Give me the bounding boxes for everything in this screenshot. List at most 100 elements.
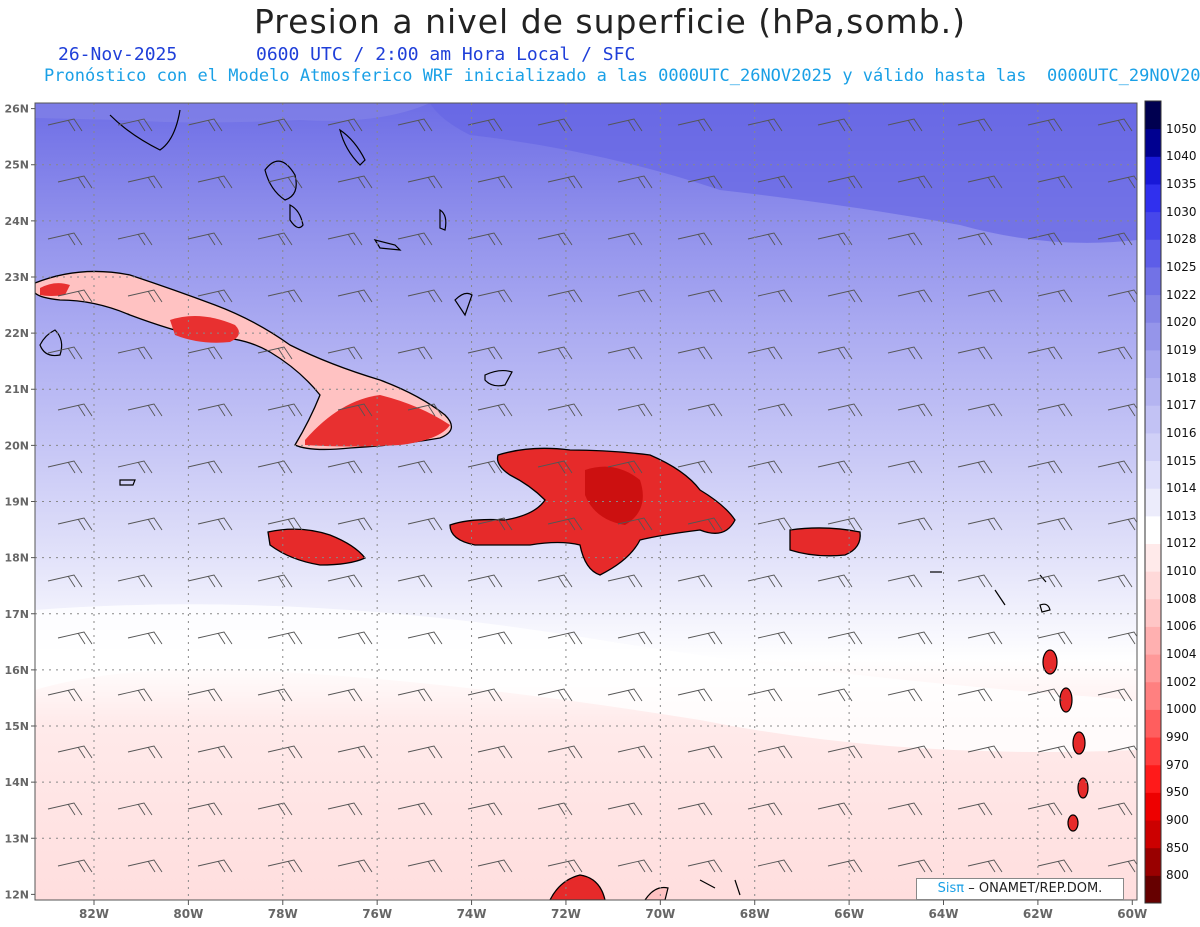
st-vincent-island — [1067, 814, 1079, 832]
colorbar-level-label: 1050 — [1166, 121, 1197, 136]
hispaniola-island — [449, 447, 736, 576]
colorbar-swatch — [1145, 460, 1161, 489]
lat-label: 20N — [4, 439, 29, 452]
colorbar-level-label: 1004 — [1166, 647, 1197, 662]
colorbar-level-label: 1013 — [1166, 508, 1197, 523]
lon-label: 74W — [457, 907, 487, 921]
colorbar-swatch — [1145, 294, 1161, 323]
credit-brand: Sisπ — [937, 881, 965, 896]
colorbar-swatch — [1145, 626, 1161, 655]
colorbar-level-label: 1006 — [1166, 619, 1197, 634]
high-pressure-area — [430, 103, 1137, 243]
colorbar-swatch — [1145, 764, 1161, 793]
lat-label: 25N — [4, 159, 29, 172]
colorbar-swatch — [1145, 847, 1161, 876]
bahamas-islands — [39, 109, 1051, 896]
colorbar-swatch — [1145, 101, 1161, 130]
colorbar-level-label: 1002 — [1166, 674, 1197, 689]
colorbar-swatch — [1145, 488, 1161, 517]
guadeloupe-island — [1042, 649, 1058, 675]
high-pressure-area-west — [35, 103, 430, 123]
colorbar-frame — [1144, 100, 1162, 904]
colorbar-level-label: 1018 — [1166, 370, 1197, 385]
colorbar-swatch — [1145, 183, 1161, 213]
colorbar-swatch — [1145, 239, 1161, 268]
colorbar-swatch — [1145, 349, 1161, 379]
colorbar-level-label: 1040 — [1166, 149, 1197, 164]
colorbar-swatch — [1145, 820, 1161, 849]
colorbar-swatch — [1145, 211, 1161, 240]
colorbar-level-label: 1012 — [1166, 536, 1197, 551]
colorbar-level-label: 950 — [1166, 785, 1189, 800]
lat-label: 14N — [4, 776, 29, 789]
lon-label: 78W — [268, 907, 298, 921]
credit-separator: – — [968, 881, 975, 896]
colorbar-level-label: 1000 — [1166, 702, 1197, 717]
lon-label: 72W — [551, 907, 581, 921]
colorbar-level-label: 900 — [1166, 813, 1189, 828]
lon-label: 66W — [834, 907, 864, 921]
puerto-rico-island — [789, 527, 861, 557]
colorbar-level-label: 970 — [1166, 757, 1189, 772]
credit-box: Sisπ – ONAMET/REP.DOM. — [916, 878, 1124, 900]
colorbar-level-label: 1020 — [1166, 315, 1197, 330]
colorbar-swatch — [1145, 571, 1161, 600]
colorbar-swatch — [1145, 654, 1161, 683]
lat-label: 15N — [4, 720, 29, 733]
lon-label: 64W — [929, 907, 959, 921]
colorbar-swatch — [1145, 515, 1161, 544]
colorbar-swatch — [1145, 432, 1161, 462]
colorbar-level-label: 1022 — [1166, 287, 1197, 302]
colorbar-swatch — [1145, 156, 1161, 185]
colorbar-level-label: 1008 — [1166, 591, 1197, 606]
colorbar-swatch — [1145, 543, 1161, 572]
colorbar-swatch — [1145, 598, 1161, 627]
lat-label: 18N — [4, 552, 29, 565]
lon-label: 60W — [1117, 907, 1147, 921]
cuba-island — [35, 270, 452, 451]
colorbar-level-label: 850 — [1166, 840, 1189, 855]
lat-label: 12N — [4, 888, 29, 901]
hispaniola-core-low — [585, 466, 643, 525]
south-america-coast — [549, 874, 606, 900]
colorbar-swatch — [1145, 128, 1161, 157]
colorbar-level-label: 1028 — [1166, 232, 1197, 247]
forecast-date: 26-Nov-2025 — [58, 44, 178, 65]
colorbar-level-label: 1014 — [1166, 481, 1197, 496]
colorbar-swatch — [1145, 405, 1161, 434]
lon-label: 70W — [645, 907, 675, 921]
cuba-east-low-pressure — [305, 395, 450, 447]
colorbar-swatch — [1145, 377, 1161, 406]
colorbar-level-label: 1017 — [1166, 398, 1197, 413]
colorbar-swatch — [1145, 322, 1161, 351]
colorbar-level-label: 800 — [1166, 868, 1189, 883]
colorbar-level-label: 1035 — [1166, 176, 1197, 191]
lon-label: 68W — [740, 907, 770, 921]
cuba-low-pressure — [170, 316, 239, 343]
lat-label: 22N — [4, 327, 29, 340]
lon-label: 80W — [173, 907, 203, 921]
lat-label: 24N — [4, 215, 29, 228]
map-title: Presion a nivel de superficie (hPa,somb.… — [253, 2, 967, 41]
colorbar-swatch — [1145, 875, 1161, 904]
lat-label: 17N — [4, 608, 29, 621]
colorbar-swatch — [1145, 737, 1161, 766]
colorbar-level-label: 1030 — [1166, 204, 1197, 219]
martinique-island — [1072, 731, 1086, 755]
latitude-axis: 26N 25N 24N 23N 22N 21N 20N 19N 18N 17N 16N 15N 14N 1… — [4, 103, 35, 901]
model-info: Pronóstico con el Modelo Atmosferico WRF… — [44, 66, 1200, 86]
colorbar-level-label: 1019 — [1166, 342, 1197, 357]
colorbar-level-label: 1010 — [1166, 564, 1197, 579]
lon-label: 62W — [1023, 907, 1053, 921]
dominica-island — [1059, 687, 1073, 713]
colorbar-level-label: 990 — [1166, 730, 1189, 745]
colorbar-level-label: 1016 — [1166, 425, 1197, 440]
colorbar-level-label: 1015 — [1166, 453, 1197, 468]
lat-label: 16N — [4, 664, 29, 677]
colorbar-swatch — [1145, 709, 1161, 738]
cuba-west-low — [40, 283, 70, 296]
lat-label: 19N — [4, 496, 29, 509]
colorbar-level-label: 1025 — [1166, 259, 1197, 274]
neutral-pressure-band — [35, 604, 1137, 752]
lon-label: 76W — [362, 907, 392, 921]
